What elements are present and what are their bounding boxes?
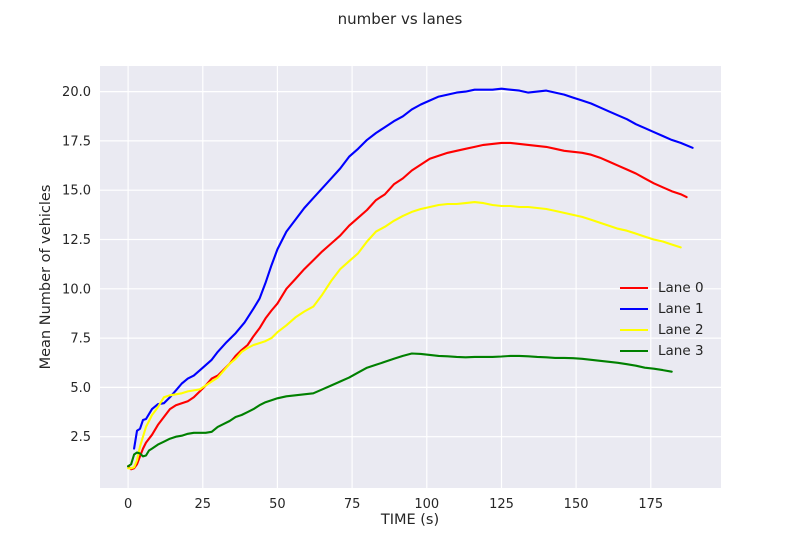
x-tick-label: 25 [195,497,212,512]
series-line-lane-0 [127,141,688,471]
plot-background [100,66,721,488]
y-tick-label: 5.0 [70,381,91,396]
y-tick-label: 17.5 [62,134,91,149]
x-tick-label: 100 [414,497,439,512]
x-tick-label: 75 [344,497,361,512]
y-tick-label: 15.0 [62,184,91,199]
series-line-lane-3 [127,352,673,468]
legend-label: Lane 3 [658,342,704,359]
legend-item-lane-0: Lane 0 [620,277,704,298]
legend-line-sample [620,307,648,310]
legend-label: Lane 2 [658,321,704,338]
y-tick-label: 2.5 [70,430,91,445]
legend-label: Lane 0 [658,279,704,296]
y-tick-label: 12.5 [62,233,91,248]
series-line-lane-1 [133,87,694,450]
x-tick-label: 150 [564,497,589,512]
x-tick-label: 125 [489,497,514,512]
x-tick-label: 175 [638,497,663,512]
y-tick-label: 20.0 [62,85,91,100]
legend-item-lane-1: Lane 1 [620,298,704,319]
x-tick-label: 50 [269,497,286,512]
legend-item-lane-2: Lane 2 [620,319,704,340]
legend-line-sample [620,349,648,352]
x-axis-label: TIME (s) [380,512,440,528]
series-line-lane-2 [127,201,682,470]
legend-line-sample [620,328,648,331]
legend-label: Lane 1 [658,300,704,317]
legend-line-sample [620,286,648,289]
legend: Lane 0 Lane 1 Lane 2 Lane 3 [620,277,704,361]
legend-item-lane-3: Lane 3 [620,340,704,361]
y-tick-label: 7.5 [70,332,91,347]
y-tick-label: 10.0 [62,282,91,297]
x-tick-label: 0 [124,497,132,512]
chart-title: number vs lanes [337,10,463,28]
